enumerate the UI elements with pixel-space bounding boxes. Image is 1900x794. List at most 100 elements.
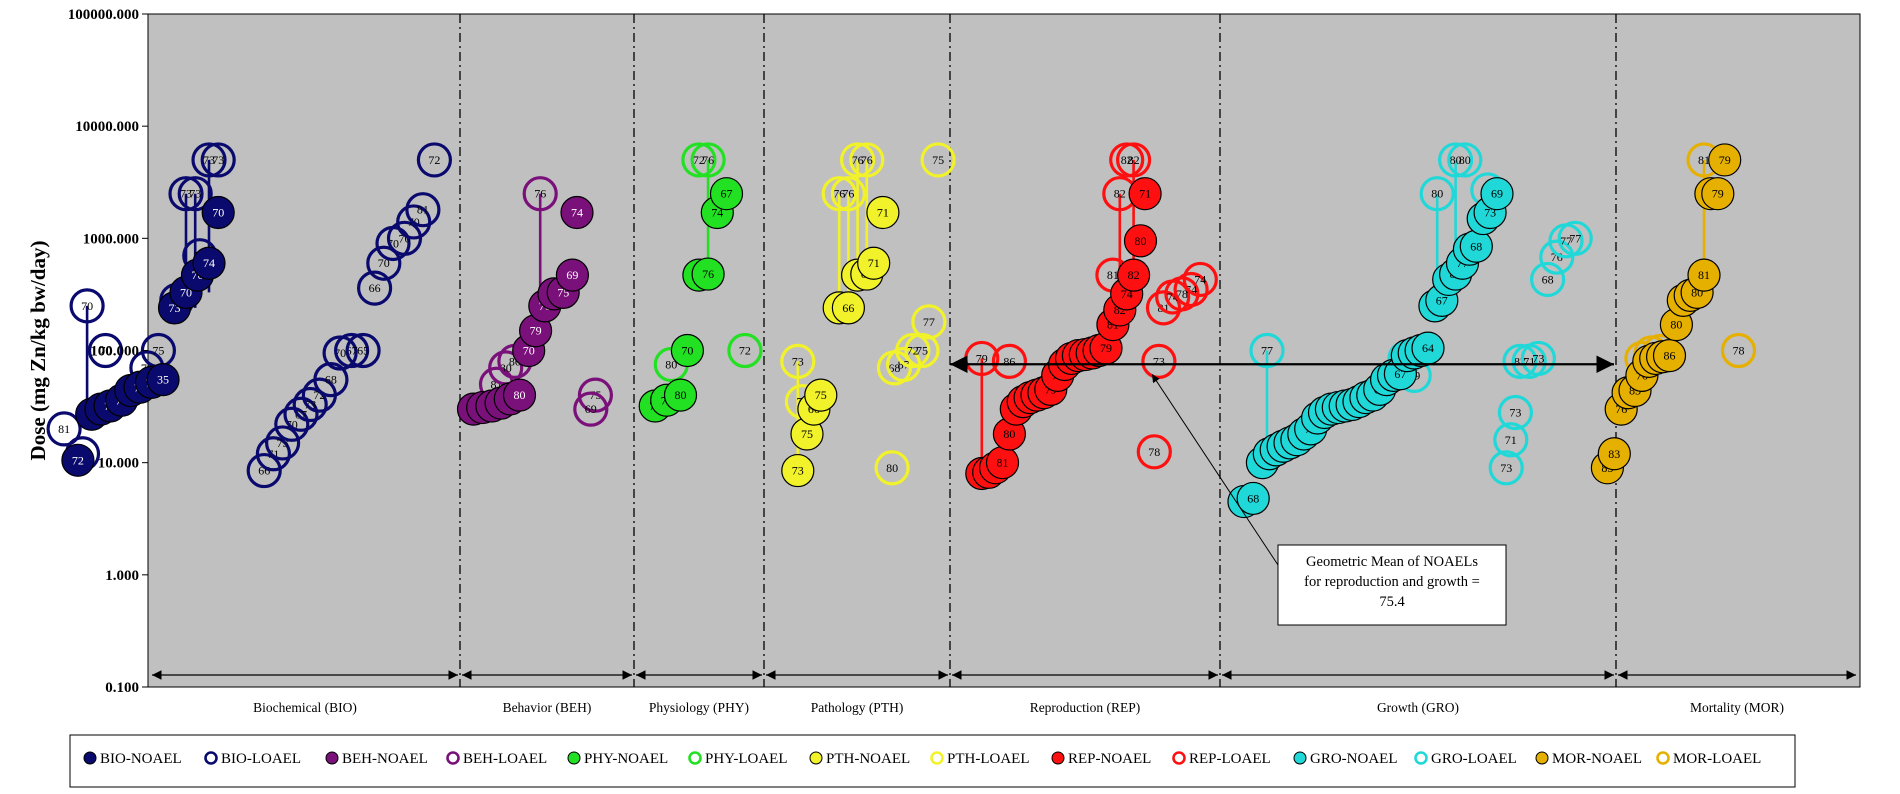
legend-label: BEH-LOAEL xyxy=(463,751,547,767)
point-label: 76 xyxy=(852,153,864,167)
pth-loael-point xyxy=(830,176,867,212)
legend-label: PHY-LOAEL xyxy=(705,751,788,767)
bio-loael-point xyxy=(405,192,441,228)
point-label: 73 xyxy=(189,187,201,201)
point-label: 75 xyxy=(152,344,164,358)
legend-label: PTH-LOAEL xyxy=(947,751,1030,767)
category-label: Growth (GRO) xyxy=(1377,700,1459,715)
phy-noael-point xyxy=(709,177,744,211)
point-label: 69 xyxy=(1491,187,1503,201)
pth-loael-point xyxy=(895,332,931,369)
mor-noael-point xyxy=(1597,437,1631,471)
point-label: 72 xyxy=(72,453,84,467)
bio-loael-point xyxy=(292,386,328,423)
bio-loael-point xyxy=(274,406,310,442)
rep-loael-point xyxy=(1145,290,1182,326)
legend-label: REP-LOAEL xyxy=(1189,751,1271,767)
legend-marker xyxy=(1656,751,1670,765)
phy-noael-point xyxy=(691,257,725,291)
phy-loael-point xyxy=(727,332,763,369)
category-label: Physiology (PHY) xyxy=(649,700,749,715)
legend-marker xyxy=(1051,751,1065,765)
point-label: 76 xyxy=(534,187,546,201)
category-label: Mortality (MOR) xyxy=(1690,700,1784,715)
bio-loael-point xyxy=(396,204,432,240)
bio-loael-point xyxy=(69,288,105,324)
point-label: 80 xyxy=(665,358,677,372)
point-label: 69 xyxy=(566,268,578,282)
legend-label: MOR-NOAEL xyxy=(1552,751,1642,767)
point-label: 81 xyxy=(1107,268,1119,282)
pth-noael-point xyxy=(866,195,900,230)
y-tick-label: 0.100 xyxy=(105,680,139,696)
pth-loael-point xyxy=(849,142,885,178)
gro-loael-point xyxy=(1493,422,1529,458)
y-tick-label: 10000.000 xyxy=(75,119,139,135)
point-label: 66 xyxy=(842,301,854,315)
point-label: 77 xyxy=(923,315,935,329)
legend-marker xyxy=(1172,751,1186,765)
beh-loael-point xyxy=(522,176,558,212)
point-label: 67 xyxy=(721,187,733,201)
point-label: 82 xyxy=(1128,153,1140,167)
category-label: Behavior (BEH) xyxy=(503,700,592,715)
legend-marker xyxy=(930,751,944,765)
phy-loael-point xyxy=(681,142,717,178)
mor-loael-point xyxy=(1720,332,1757,369)
point-label: 76 xyxy=(1551,250,1563,264)
legend-marker xyxy=(204,751,218,765)
category-label: Pathology (PTH) xyxy=(811,700,904,715)
gro-loael-point xyxy=(1488,450,1524,486)
point-label: 72 xyxy=(428,153,440,167)
rep-loael-point xyxy=(1136,434,1172,470)
pth-loael-point xyxy=(874,450,910,486)
legend-marker xyxy=(1414,751,1428,765)
point-label: 68 xyxy=(1247,491,1259,505)
mor-noael-point xyxy=(1687,258,1721,292)
point-label: 75 xyxy=(815,388,827,402)
annotation-pointer xyxy=(1151,373,1279,566)
point-label: 81 xyxy=(1698,153,1710,167)
point-label: 74 xyxy=(571,205,583,219)
gro-loael-point xyxy=(1447,142,1483,178)
point-label: 73 xyxy=(1153,354,1165,368)
point-label: 67 xyxy=(1436,293,1448,307)
legend-label: PTH-NOAEL xyxy=(826,751,910,767)
legend-marker xyxy=(325,751,339,765)
point-label: 81 xyxy=(417,203,429,217)
point-label: 79 xyxy=(530,324,542,338)
point-label: 83 xyxy=(1608,447,1620,461)
point-label: 82 xyxy=(1121,153,1133,167)
mor-noael-point xyxy=(1701,177,1735,211)
bio-loael-point xyxy=(416,142,452,178)
point-label: 65 xyxy=(357,344,369,358)
point-label: 77 xyxy=(1569,231,1581,245)
point-label: 71 xyxy=(1505,433,1517,447)
pth-loael-point xyxy=(904,332,940,369)
beh-noael-point xyxy=(502,378,537,412)
bio-loael-point xyxy=(322,335,358,371)
point-label: 77 xyxy=(1560,234,1572,248)
gro-loael-point xyxy=(1539,239,1575,275)
point-label: 76 xyxy=(702,267,714,281)
point-label: 73 xyxy=(203,153,215,167)
point-label: 68 xyxy=(325,373,337,387)
legend-marker xyxy=(1293,751,1307,765)
legend-marker xyxy=(567,751,581,765)
plot-area xyxy=(147,13,1861,688)
phy-loael-point xyxy=(690,142,726,178)
point-label: 68 xyxy=(1542,272,1554,286)
bio-loael-point xyxy=(200,142,236,178)
point-label: 66 xyxy=(369,281,381,295)
phy-noael-point xyxy=(670,333,705,368)
bio-noael-point xyxy=(201,195,235,230)
rep-noael-point xyxy=(1123,224,1158,258)
legend-marker xyxy=(83,751,97,765)
point-label: 76 xyxy=(842,187,854,201)
y-tick-label: 100000.000 xyxy=(68,7,139,23)
pth-loael-point xyxy=(780,343,816,379)
point-label: 73 xyxy=(1500,461,1512,475)
point-label: 80 xyxy=(1450,153,1462,167)
gro-noael-point xyxy=(1236,481,1270,516)
point-label: 80 xyxy=(1459,153,1471,167)
